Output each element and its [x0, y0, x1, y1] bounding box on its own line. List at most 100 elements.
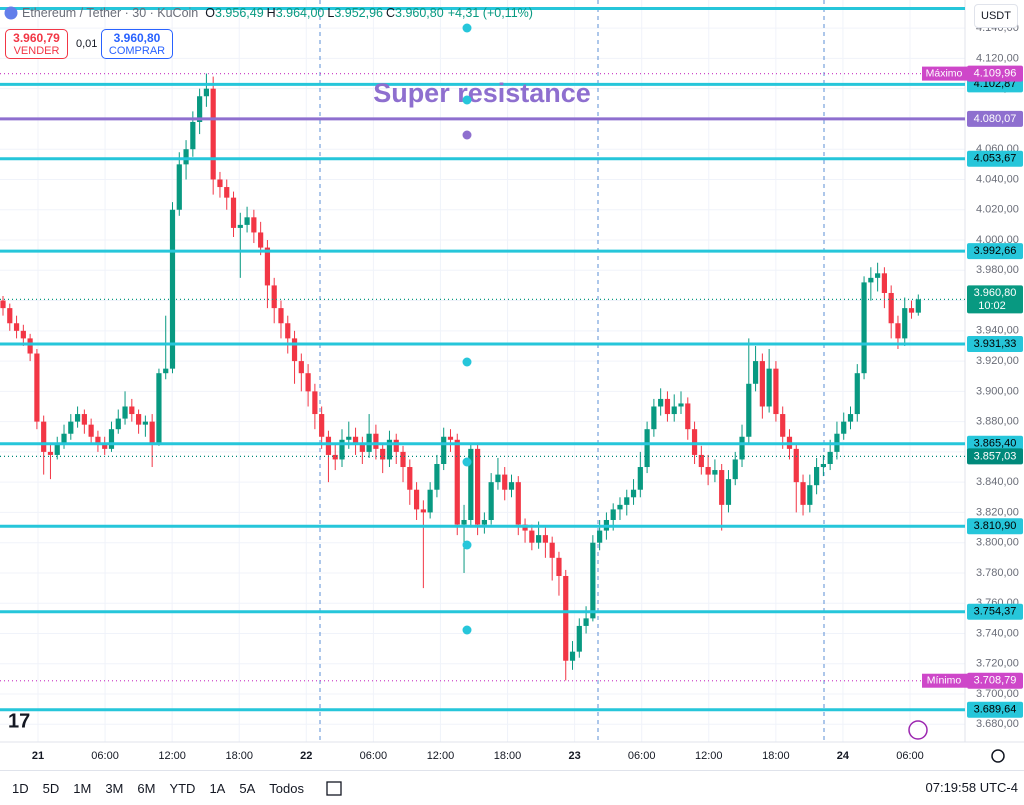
- candle-body: [41, 421, 47, 452]
- candle-body: [298, 361, 304, 374]
- candle-body: [264, 247, 271, 286]
- candle-body: [563, 575, 569, 661]
- candle-body: [68, 421, 74, 434]
- candle-body: [549, 542, 555, 558]
- candle-body: [115, 418, 121, 430]
- candle-body: [108, 429, 115, 449]
- currency-selector[interactable]: USDT: [974, 4, 1018, 28]
- candle-body: [773, 368, 779, 415]
- candle-body: [895, 323, 901, 339]
- last-price-label: 3.960,80: [974, 287, 1017, 299]
- alert-icon: [462, 540, 472, 550]
- range-button[interactable]: 1D: [12, 780, 29, 796]
- candle-body: [529, 530, 535, 543]
- candle-body: [739, 436, 745, 460]
- x-tick-label: 12:00: [695, 750, 723, 762]
- range-button[interactable]: 1A: [209, 780, 226, 796]
- range-button[interactable]: 6M: [137, 780, 156, 796]
- sell-button[interactable]: 3.960,79 VENDER: [5, 29, 68, 59]
- candle-body: [190, 121, 196, 150]
- logo: 17: [8, 710, 30, 732]
- candle-body: [271, 285, 277, 309]
- buy-button[interactable]: 3.960,80 COMPRAR: [101, 29, 173, 59]
- candle-body: [291, 338, 298, 362]
- candle-body: [278, 308, 284, 324]
- candle-body: [915, 299, 921, 313]
- candle-body: [617, 504, 623, 510]
- candle-body: [691, 429, 698, 455]
- ohlc-key: H: [266, 6, 276, 20]
- settings-icon[interactable]: [991, 749, 1005, 763]
- price-tag-label: 3.754,37: [974, 606, 1017, 618]
- candle-body: [129, 406, 135, 415]
- candle-body: [149, 421, 155, 443]
- alert-icon: [462, 625, 472, 635]
- candle-body: [136, 414, 142, 425]
- y-tick-label: 3.880,00: [976, 416, 1019, 428]
- candle-body: [678, 403, 684, 407]
- candle-body: [651, 406, 657, 430]
- marker-name: Máximo: [926, 67, 963, 79]
- price-tag-label: 3.865,40: [974, 438, 1017, 450]
- candle-body: [386, 439, 393, 460]
- candle-body: [685, 403, 691, 430]
- candle-body: [102, 444, 108, 449]
- candle-body: [352, 436, 359, 445]
- date-range-icon[interactable]: [324, 778, 344, 798]
- candle-body: [434, 463, 440, 490]
- candle-body: [427, 489, 433, 513]
- y-tick-label: 3.700,00: [976, 688, 1019, 700]
- price-tag-label: 3.810,90: [974, 520, 1017, 532]
- range-button[interactable]: 5A: [239, 780, 256, 796]
- candle-body: [454, 439, 460, 525]
- candle-body: [197, 96, 203, 122]
- candle-body: [251, 217, 257, 233]
- bottom-toolbar: 1D 5D 1M 3M 6M YTD 1A 5A Todos 07:19:58 UTC-4: [0, 770, 1024, 805]
- price-tag: [967, 243, 1023, 260]
- candle-body: [502, 474, 508, 490]
- candle-body: [413, 489, 420, 510]
- price-tag-label: 3.931,33: [974, 338, 1017, 350]
- range-button[interactable]: YTD: [169, 780, 196, 796]
- candle-body: [20, 330, 26, 339]
- ohlc-key: L: [327, 6, 335, 20]
- flash-icon[interactable]: [908, 720, 928, 740]
- buy-label: COMPRAR: [108, 45, 166, 57]
- candle-body: [461, 519, 467, 525]
- symbol: Ethereum / Tether · 30 · KuCoin: [22, 6, 199, 20]
- x-tick-label: 24: [837, 750, 850, 762]
- candle-body: [210, 88, 216, 180]
- price-tag: [967, 701, 1023, 718]
- x-tick-label: 06:00: [91, 750, 119, 762]
- price-tag-label: 4.080,07: [974, 113, 1017, 125]
- candle-body: [61, 433, 67, 443]
- range-button[interactable]: 1M: [73, 780, 92, 796]
- ohlc: O3.956,49 H3.964,00 L3.952,96 C3.960,80: [202, 6, 443, 20]
- range-button[interactable]: Todos: [269, 780, 304, 796]
- price-tag: [967, 672, 1023, 689]
- candle-body: [237, 224, 243, 228]
- countdown: 10:02: [978, 300, 1006, 312]
- candle-body: [407, 467, 413, 490]
- candle-body: [13, 323, 20, 331]
- range-button[interactable]: 5D: [42, 780, 60, 796]
- candle-body: [312, 391, 318, 415]
- range-button[interactable]: 3M: [105, 780, 124, 796]
- ohlc-key: O: [205, 6, 215, 20]
- candle-body: [203, 88, 209, 97]
- candle-body: [597, 530, 603, 543]
- y-tick-label: 3.780,00: [976, 567, 1019, 579]
- alert-icon: [462, 357, 472, 367]
- candle-body: [637, 467, 643, 490]
- y-tick-label: 3.940,00: [976, 325, 1019, 337]
- chart: 17 3.680,003.700,003.720,003.740,003.760…: [0, 0, 1024, 763]
- candle-body: [447, 436, 454, 440]
- y-tick-label: 4.000,00: [976, 234, 1019, 246]
- x-tick-label: 22: [300, 750, 312, 762]
- price-tag-label: 4.109,96: [974, 68, 1017, 80]
- candle-body: [827, 451, 833, 464]
- price-tag-label: 3.708,79: [974, 675, 1017, 687]
- candle-body: [590, 542, 596, 619]
- price-tag: [967, 150, 1023, 167]
- candle-body: [475, 448, 481, 525]
